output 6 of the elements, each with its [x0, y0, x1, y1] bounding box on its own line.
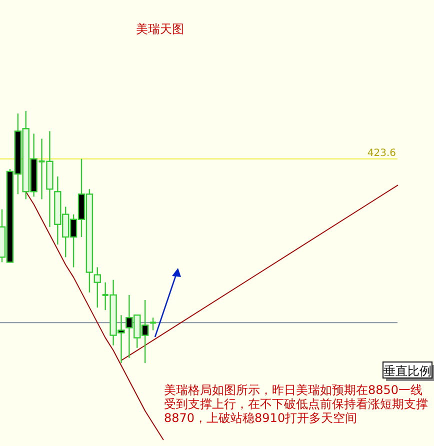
candlestick: [149, 317, 158, 331]
text: 美瑞格局如图所示，昨日美瑞如预期在8850一线受到支撑上行，在不下破低点前保持看涨短期支撑8870，上破站稳8910打开多天空间: [164, 383, 428, 425]
text: 垂直比例: [384, 364, 432, 378]
candlestick: [94, 266, 101, 308]
chart-title: 美瑞天图: [136, 22, 184, 36]
annotation: 423.6: [367, 148, 396, 159]
